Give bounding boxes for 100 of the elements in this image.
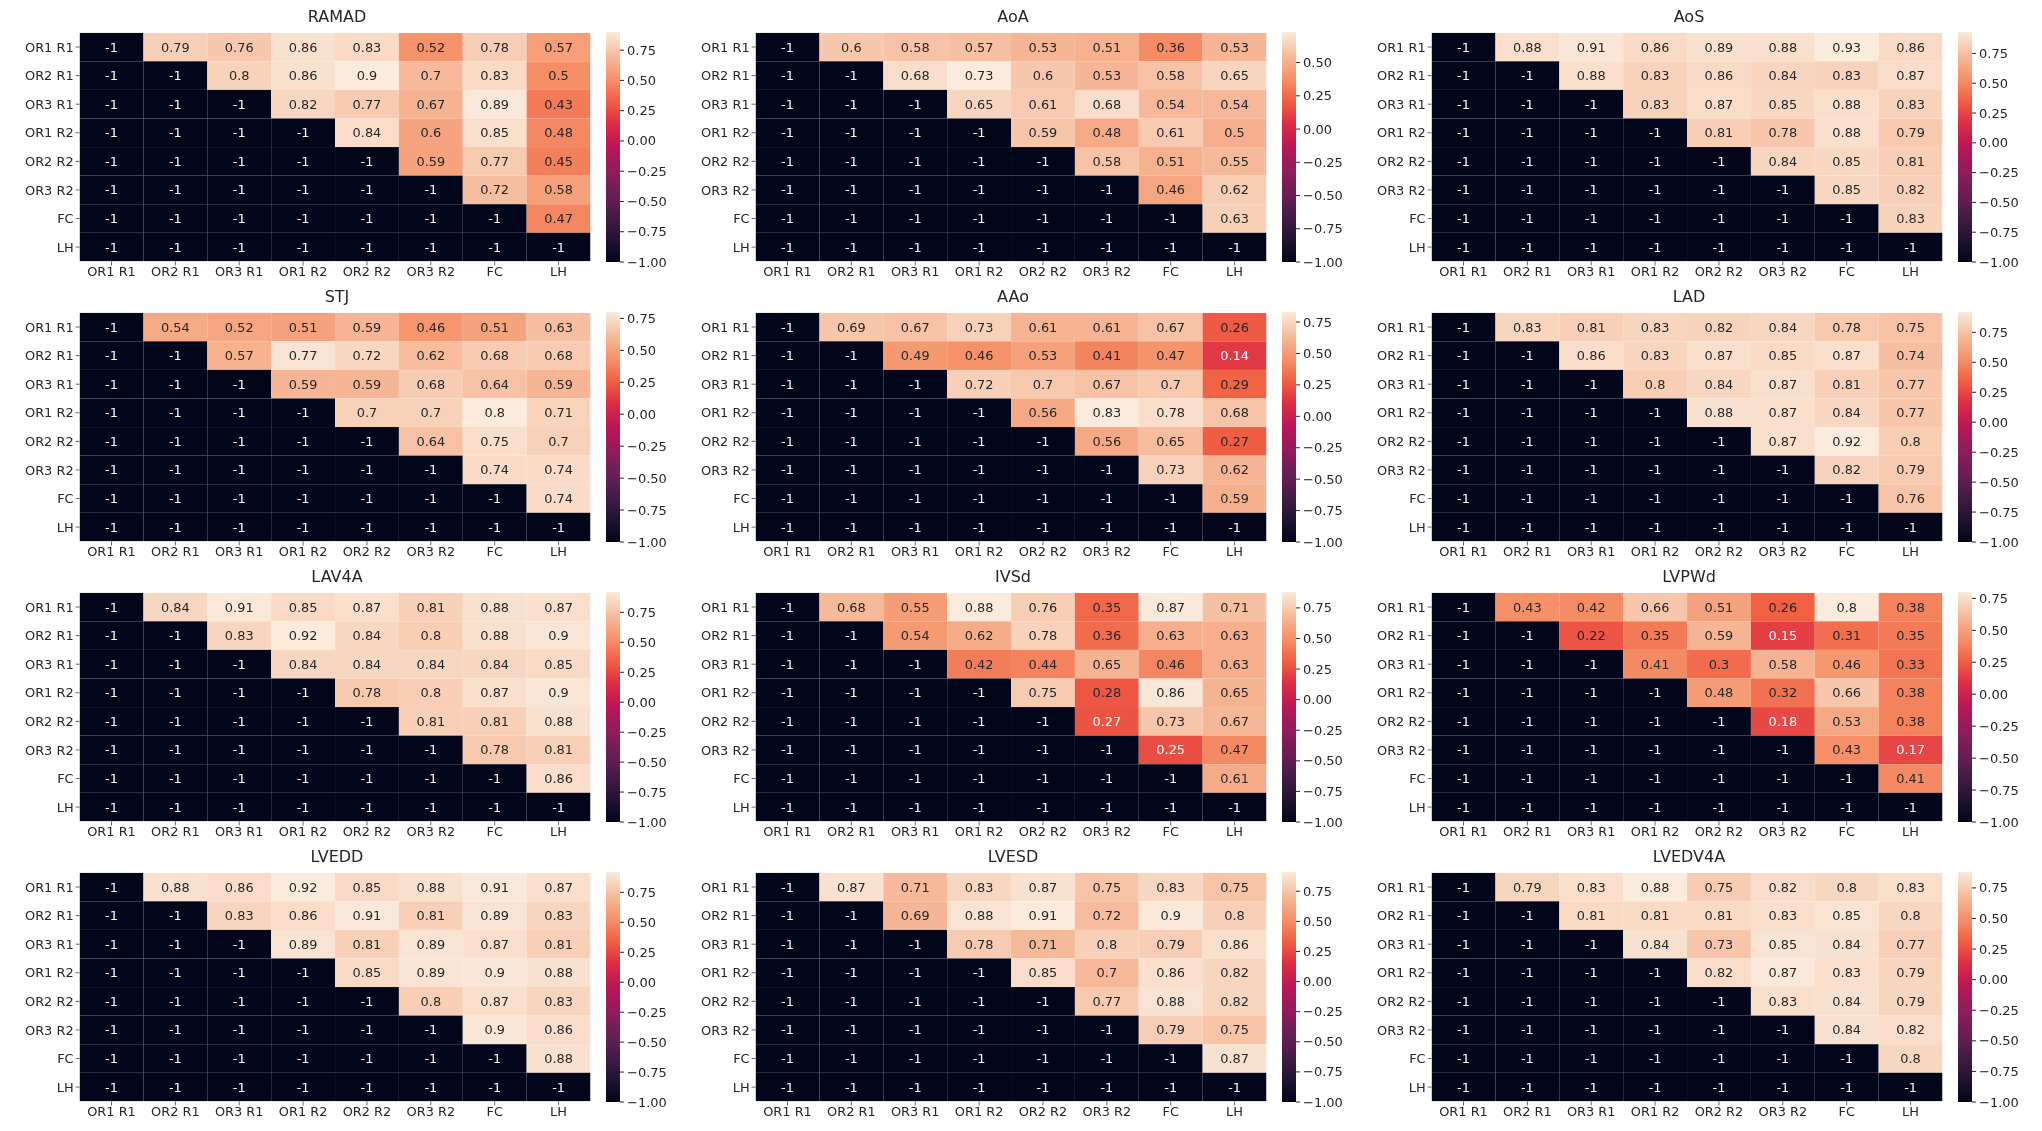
data-label: -1 — [1100, 462, 1114, 478]
data-label: 0.54 — [1156, 96, 1186, 112]
data-label: -1 — [1648, 742, 1662, 758]
data-label: 0.29 — [1220, 376, 1249, 392]
y-tick-label: OR2 R2 — [1376, 993, 1426, 1009]
data-label: -1 — [232, 96, 246, 112]
data-label: -1 — [232, 182, 246, 198]
data-label: 0.83 — [1896, 879, 1925, 895]
data-label: 0.82 — [1768, 879, 1798, 895]
y-tick-label: OR3 R1 — [24, 96, 74, 112]
color-bar-label: −0.25 — [627, 1004, 668, 1020]
data-label: 0.53 — [1092, 68, 1122, 84]
data-label: -1 — [1036, 799, 1050, 815]
data-label: -1 — [360, 1022, 374, 1038]
data-label: 0.79 — [1156, 936, 1186, 952]
data-label: -1 — [844, 433, 858, 449]
data-label: -1 — [1648, 799, 1662, 815]
y-tick-label: OR1 R1 — [700, 879, 750, 895]
data-label: 0.81 — [1704, 908, 1734, 924]
x-tick-label: LH — [1226, 544, 1244, 560]
x-tick-label: FC — [486, 824, 503, 840]
y-tick-label: LH — [56, 1079, 74, 1095]
y-tick-label: OR3 R1 — [700, 376, 750, 392]
data-label: 0.63 — [1220, 628, 1249, 644]
x-tick-label: LH — [1902, 1104, 1920, 1120]
color-bar-label: −1.00 — [627, 534, 668, 550]
data-label: -1 — [1520, 908, 1534, 924]
color-bar-label: 0.00 — [1979, 414, 2009, 430]
y-tick-label: OR3 R1 — [24, 656, 74, 672]
x-tick-label: OR3 R2 — [1758, 1104, 1808, 1120]
data-label: 0.81 — [1640, 908, 1670, 924]
data-label: 0.41 — [1896, 771, 1925, 787]
data-label: -1 — [972, 1022, 986, 1038]
color-bar-label: −0.75 — [627, 502, 668, 518]
data-label: -1 — [168, 656, 182, 672]
data-label: -1 — [1648, 211, 1662, 227]
data-label: 0.72 — [352, 348, 382, 364]
x-tick-label: OR1 R2 — [954, 1104, 1004, 1120]
y-tick-label: OR1 R2 — [700, 405, 750, 421]
color-bar-label: 0.75 — [1979, 880, 2009, 896]
data-label: -1 — [1584, 1022, 1598, 1038]
data-label: -1 — [844, 211, 858, 227]
color-bar-label: −0.25 — [1979, 718, 2020, 734]
data-label: 0.56 — [1028, 405, 1058, 421]
data-label: -1 — [105, 348, 118, 364]
data-label: 0.84 — [161, 599, 190, 615]
color-bar-label: 0.25 — [1979, 941, 2009, 957]
data-label: 0.7 — [1096, 965, 1118, 981]
color-bar-label: −0.50 — [1979, 750, 2020, 766]
data-label: -1 — [1036, 462, 1050, 478]
data-label: -1 — [972, 405, 986, 421]
data-label: 0.6 — [1032, 68, 1054, 84]
data-label: -1 — [296, 153, 310, 169]
data-label: 0.83 — [1640, 319, 1670, 335]
data-label: 0.83 — [1896, 96, 1925, 112]
data-label: 0.59 — [416, 153, 446, 169]
data-label: 0.62 — [1220, 182, 1249, 198]
data-label: 0.61 — [1220, 771, 1249, 787]
data-label: -1 — [360, 742, 374, 758]
data-label: -1 — [232, 771, 246, 787]
data-label: -1 — [105, 239, 118, 255]
x-tick-label: OR1 R1 — [1439, 824, 1488, 840]
data-label: -1 — [1457, 993, 1470, 1009]
data-label: 0.86 — [1156, 965, 1186, 981]
data-label: -1 — [844, 965, 858, 981]
y-tick-label: OR2 R1 — [1376, 348, 1426, 364]
y-tick-label: FC — [57, 491, 74, 507]
data-label: -1 — [781, 879, 794, 895]
x-tick-label: OR3 R1 — [1566, 1104, 1616, 1120]
data-label: -1 — [972, 462, 986, 478]
data-label: -1 — [1648, 1079, 1662, 1095]
data-label: 0.65 — [964, 96, 994, 112]
data-label: -1 — [1100, 491, 1114, 507]
x-tick-label: FC — [1838, 1104, 1855, 1120]
data-label: -1 — [781, 96, 794, 112]
color-bar-label: 0.25 — [1303, 661, 1333, 677]
data-label: -1 — [908, 519, 922, 535]
data-label: 0.77 — [352, 96, 382, 112]
data-label: -1 — [168, 936, 182, 952]
data-label: -1 — [781, 965, 794, 981]
y-tick-label: LH — [732, 799, 750, 815]
data-label: -1 — [360, 1051, 374, 1067]
data-label: -1 — [1457, 68, 1470, 84]
y-tick-label: OR1 R2 — [1376, 685, 1426, 701]
data-label: -1 — [781, 348, 794, 364]
x-tick-label: OR3 R2 — [1082, 824, 1132, 840]
data-label: -1 — [1648, 993, 1662, 1009]
data-label: -1 — [232, 713, 246, 729]
data-label: -1 — [1776, 771, 1790, 787]
data-label: -1 — [908, 182, 922, 198]
y-tick-label: OR2 R2 — [24, 433, 74, 449]
data-label: -1 — [488, 519, 502, 535]
data-label: 0.75 — [1704, 879, 1734, 895]
data-label: -1 — [1712, 713, 1726, 729]
data-label: -1 — [1520, 1022, 1534, 1038]
color-bar-label: −0.50 — [1979, 194, 2020, 210]
y-tick-label: FC — [733, 211, 750, 227]
data-label: -1 — [1457, 348, 1470, 364]
data-label: -1 — [1712, 211, 1726, 227]
x-tick-label: OR2 R1 — [151, 544, 200, 560]
